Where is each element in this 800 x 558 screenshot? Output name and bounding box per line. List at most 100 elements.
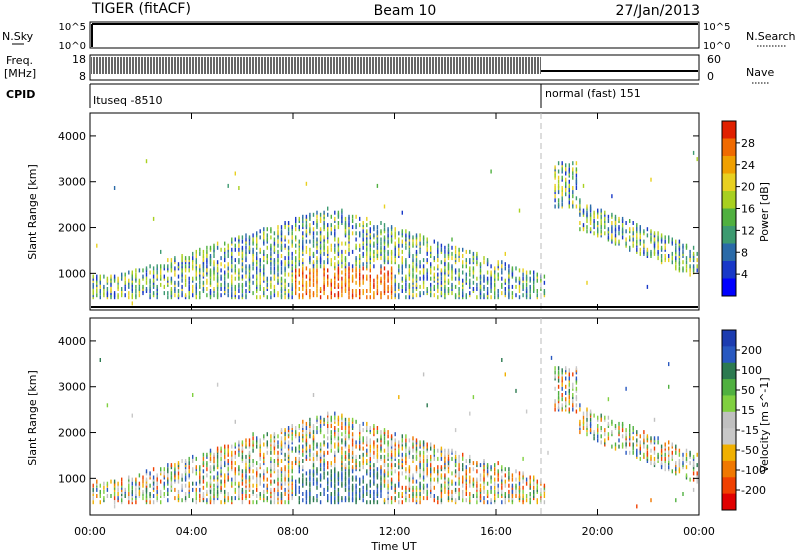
echo-cell — [586, 206, 588, 211]
echo-cell — [287, 450, 290, 455]
echo-cell — [682, 456, 684, 461]
echo-cell — [263, 254, 265, 258]
echo-cell — [522, 498, 524, 503]
echo-cell — [380, 249, 382, 254]
echo-cell — [504, 278, 506, 283]
echo-cell — [216, 489, 219, 494]
echo-cell — [192, 256, 194, 261]
echo-cell — [220, 487, 222, 492]
echo-cell — [110, 494, 112, 498]
echo-cell — [216, 496, 219, 501]
echo-cell — [341, 219, 343, 223]
echo-cell — [199, 247, 201, 252]
echo-cell — [426, 276, 428, 281]
echo-cell — [99, 500, 101, 505]
echo-cell — [287, 264, 290, 269]
echo-cell — [412, 492, 414, 496]
echo-cell — [280, 440, 283, 445]
echo-cell — [366, 251, 368, 256]
echo-cell — [682, 260, 684, 265]
echo-cell — [494, 477, 496, 482]
echo-cell — [209, 487, 212, 492]
echo-cell — [287, 492, 290, 496]
echo-cell — [234, 442, 236, 447]
echo-cell — [412, 272, 414, 277]
echo-cell — [430, 270, 432, 275]
echo-cell — [650, 461, 652, 466]
echo-cell — [316, 284, 318, 289]
echo-cell — [440, 272, 443, 277]
echo-cell — [533, 280, 535, 285]
echo-cell — [92, 291, 94, 296]
echo-cell — [440, 494, 443, 498]
echo-cell — [390, 237, 393, 242]
echo-cell — [501, 358, 503, 362]
echo-cell — [234, 284, 236, 289]
echo-cell — [451, 245, 453, 250]
echo-cell — [259, 496, 261, 501]
echo-cell — [248, 500, 251, 505]
echo-cell — [433, 494, 435, 498]
echo-cell — [682, 254, 684, 258]
echo-cell — [227, 461, 229, 466]
echo-cell — [643, 438, 645, 443]
echo-cell — [266, 450, 268, 455]
echo-cell — [227, 245, 229, 250]
echo-cell — [380, 438, 382, 443]
echo-cell — [557, 384, 560, 389]
echo-cell — [376, 245, 379, 250]
echo-cell — [604, 212, 606, 217]
echo-cell — [156, 481, 158, 486]
echo-cell — [252, 260, 254, 265]
echo-cell — [327, 477, 329, 482]
echo-cell — [376, 280, 379, 285]
echo-cell — [682, 452, 684, 457]
echo-cell — [231, 496, 233, 501]
echo-cell — [383, 223, 386, 228]
echo-cell — [199, 465, 201, 470]
echo-cell — [554, 370, 556, 375]
echo-cell — [273, 467, 276, 472]
echo-cell — [366, 459, 368, 463]
echo-cell — [689, 256, 691, 261]
echo-cell — [238, 237, 240, 242]
echo-cell — [625, 438, 627, 443]
echo-cell — [618, 225, 620, 230]
echo-cell — [287, 487, 290, 492]
echo-cell — [167, 477, 169, 482]
echo-cell — [646, 233, 649, 238]
echo-cell — [327, 254, 329, 258]
echo-cell — [568, 179, 570, 184]
echo-cell — [561, 386, 563, 391]
echo-cell — [376, 430, 379, 435]
echo-cell — [383, 254, 386, 258]
echo-cell — [614, 223, 617, 228]
echo-cell — [327, 498, 329, 503]
echo-cell — [451, 489, 453, 494]
echo-cell — [422, 483, 425, 488]
echo-cell — [270, 295, 272, 300]
echo-cell — [323, 264, 325, 269]
echo-cell — [277, 498, 279, 503]
echo-cell — [334, 243, 336, 248]
echo-cell — [376, 467, 379, 472]
echo-cell — [408, 483, 411, 488]
echo-cell — [266, 260, 268, 265]
echo-cell — [209, 498, 212, 503]
echo-cell — [465, 264, 467, 269]
echo-cell — [167, 487, 169, 492]
colorbar-swatch — [722, 278, 736, 297]
echo-cell — [348, 434, 350, 439]
echo-cell — [124, 272, 126, 277]
echo-cell — [657, 454, 659, 459]
echo-cell — [625, 434, 627, 439]
echo-cell — [366, 485, 368, 490]
echo-cell — [234, 243, 236, 248]
echo-cell — [415, 465, 418, 470]
echo-cell — [362, 233, 364, 238]
echo-cell — [302, 223, 304, 228]
echo-cell — [256, 233, 258, 238]
echo-cell — [490, 475, 492, 480]
echo-cell — [206, 272, 208, 277]
echo-cell — [518, 280, 521, 285]
